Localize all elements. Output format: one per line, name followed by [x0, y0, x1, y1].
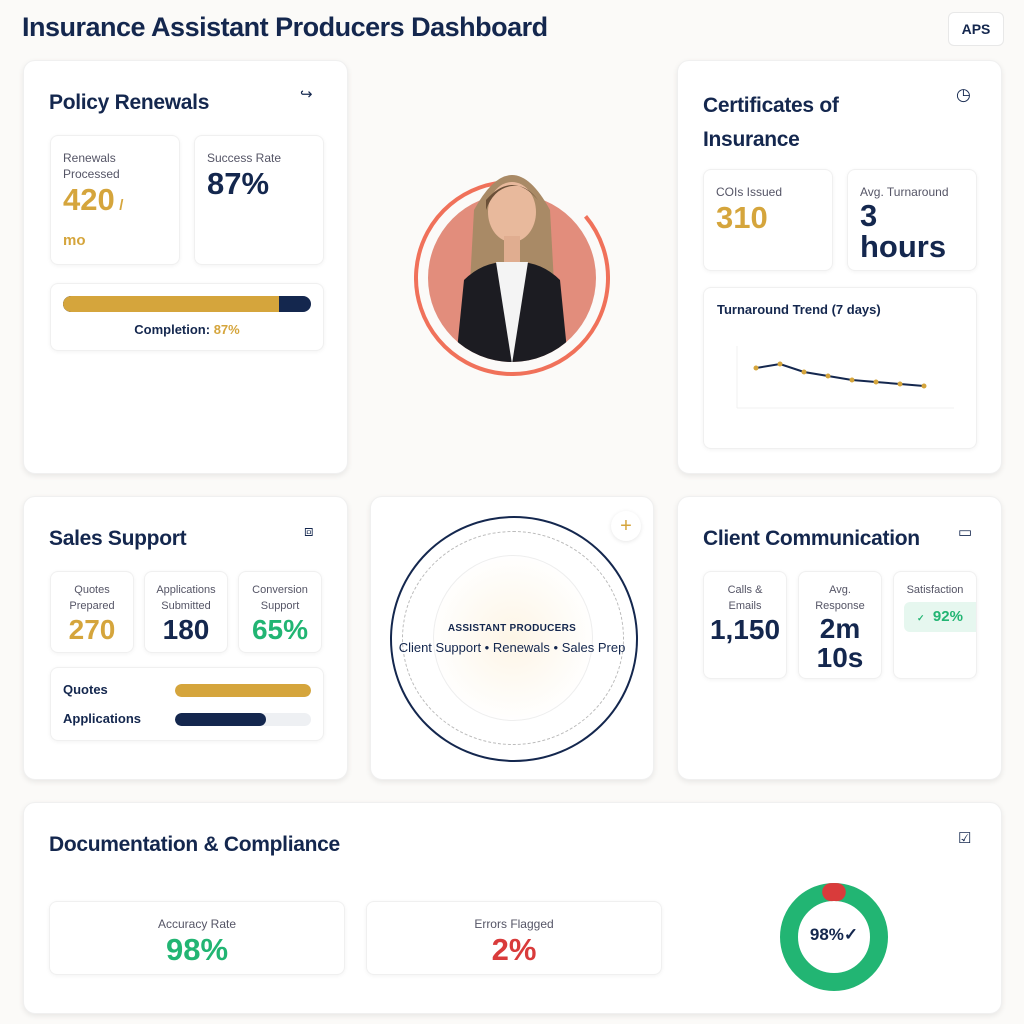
sales-metric-tile: Conversion Support 65% — [238, 571, 322, 653]
metric-value: 2% — [491, 932, 537, 967]
trend-chart-tile: Turnaround Trend (7 days) — [703, 287, 977, 449]
card-title: Client Communication — [703, 527, 920, 550]
outer-ring — [390, 516, 638, 762]
metric-label: Avg. Turnaround — [860, 185, 949, 199]
metric-unit: mo — [63, 232, 86, 249]
trend-point — [849, 377, 855, 383]
checkbox-icon[interactable]: ☑ — [958, 830, 972, 847]
metric-value: 180 — [162, 614, 210, 645]
card-title: Certificates of Insurance — [703, 94, 839, 151]
metric-value: 270 — [68, 614, 116, 645]
error-segment — [780, 883, 888, 991]
metric-label: Satisfaction — [906, 584, 964, 596]
sales-support-card: Sales Support ⧈ Quotes Prepared 270 Applica… — [23, 496, 348, 780]
completion-tile: Completion: 87% — [50, 283, 324, 351]
center-heading: ASSISTANT PRODUCERS — [447, 623, 577, 634]
metric-value: 420 — [63, 182, 115, 217]
metric-value: 87% — [207, 166, 270, 201]
trend-point — [753, 365, 759, 371]
sales-bars-tile: Quotes Applications — [50, 667, 324, 741]
metric-value: 2m 10s — [816, 613, 864, 673]
metric-label: Conversion Support — [252, 584, 308, 612]
user-badge[interactable]: APS — [948, 12, 1004, 46]
card-title: Policy Renewals — [49, 91, 210, 114]
sparkle-icon[interactable]: + — [611, 511, 641, 541]
completion-value: 87% — [213, 322, 240, 337]
metric-label: Quotes Prepared — [69, 584, 115, 612]
metric-label: COIs Issued — [716, 185, 783, 199]
page-title: Insurance Assistant Producers Dashboard — [22, 12, 548, 42]
satisfaction-tile: Satisfaction ✓ 92% — [893, 571, 977, 679]
metric-label: Renewals Processed — [63, 151, 120, 181]
chat-icon[interactable]: ▭ — [958, 524, 973, 541]
success-rate-tile: Success Rate 87% — [194, 135, 324, 265]
calls-emails-tile: Calls & Emails 1,150 — [703, 571, 787, 679]
center-subtitle: Client Support • Renewals • Sales Prep — [398, 640, 626, 655]
trend-point — [921, 383, 927, 389]
card-title: Documentation & Compliance — [49, 833, 340, 856]
donut-label: 98%✓ — [809, 925, 859, 944]
accuracy-donut — [780, 883, 888, 991]
completion-label: Completion: — [134, 322, 211, 337]
trend-line-chart — [736, 346, 954, 409]
sales-progress-bar — [175, 684, 311, 697]
documentation-card: Documentation & Compliance ☑ Accuracy Ra… — [23, 802, 1002, 1014]
metric-label: Calls & Emails — [727, 584, 763, 612]
share-arrow-icon[interactable]: ↪ — [300, 86, 313, 103]
errors-tile: Errors Flagged 2% — [366, 901, 662, 975]
certificates-card: Certificates of Insurance ◷ COIs Issued 3… — [677, 60, 1002, 474]
sales-metric-tile: Quotes Prepared 270 — [50, 571, 134, 653]
dashed-ring — [402, 531, 624, 745]
sales-metric-tile: Applications Submitted 180 — [144, 571, 228, 653]
satisfaction-pill: ✓ 92% — [904, 602, 976, 632]
client-communication-card: Client Communication ▭ Calls & Emails 1,1… — [677, 496, 1002, 780]
accuracy-tile: Accuracy Rate 98% — [49, 901, 345, 975]
metric-label: Accuracy Rate — [157, 917, 237, 931]
metric-label: Applications Submitted — [156, 584, 216, 612]
trend-point — [801, 369, 807, 375]
trend-point — [873, 379, 879, 385]
metric-label: Success Rate — [207, 151, 282, 165]
renewals-processed-tile: Renewals Processed 420 / mo — [50, 135, 180, 265]
metric-value: 65% — [251, 614, 309, 645]
metric-value: 310 — [716, 200, 768, 235]
trend-line — [755, 362, 925, 387]
inner-glow — [433, 555, 593, 721]
bar-label: Quotes — [63, 682, 108, 697]
avg-response-tile: Avg. Response 2m 10s — [798, 571, 882, 679]
avg-turnaround-tile: Avg. Turnaround 3 hours — [847, 169, 977, 271]
trend-point — [897, 381, 903, 387]
briefcase-icon[interactable]: ⧈ — [304, 523, 314, 540]
trend-point — [825, 373, 831, 379]
clock-icon[interactable]: ◷ — [956, 85, 971, 104]
card-title: Sales Support — [49, 527, 187, 550]
avatar — [414, 150, 610, 376]
assistant-producers-card: + ASSISTANT PRODUCERS Client Support • R… — [370, 496, 654, 780]
cois-issued-tile: COIs Issued 310 — [703, 169, 833, 271]
chart-title: Turnaround Trend (7 days) — [717, 302, 881, 317]
metric-value: 1,150 — [709, 614, 781, 645]
bar-label: Applications — [63, 711, 142, 726]
metric-value: 3 hours — [860, 198, 947, 264]
trend-point — [777, 361, 783, 367]
metric-label: Avg. Response — [815, 584, 865, 612]
metric-label: Errors Flagged — [474, 917, 554, 931]
completion-progress — [63, 296, 311, 312]
metric-unit: / — [119, 197, 124, 214]
sales-progress-bar — [175, 713, 311, 726]
check-icon: ✓ — [917, 613, 925, 623]
metric-value: 98% — [165, 932, 229, 967]
policy-renewals-card: Policy Renewals ↪ Renewals Processed 420… — [23, 60, 348, 474]
